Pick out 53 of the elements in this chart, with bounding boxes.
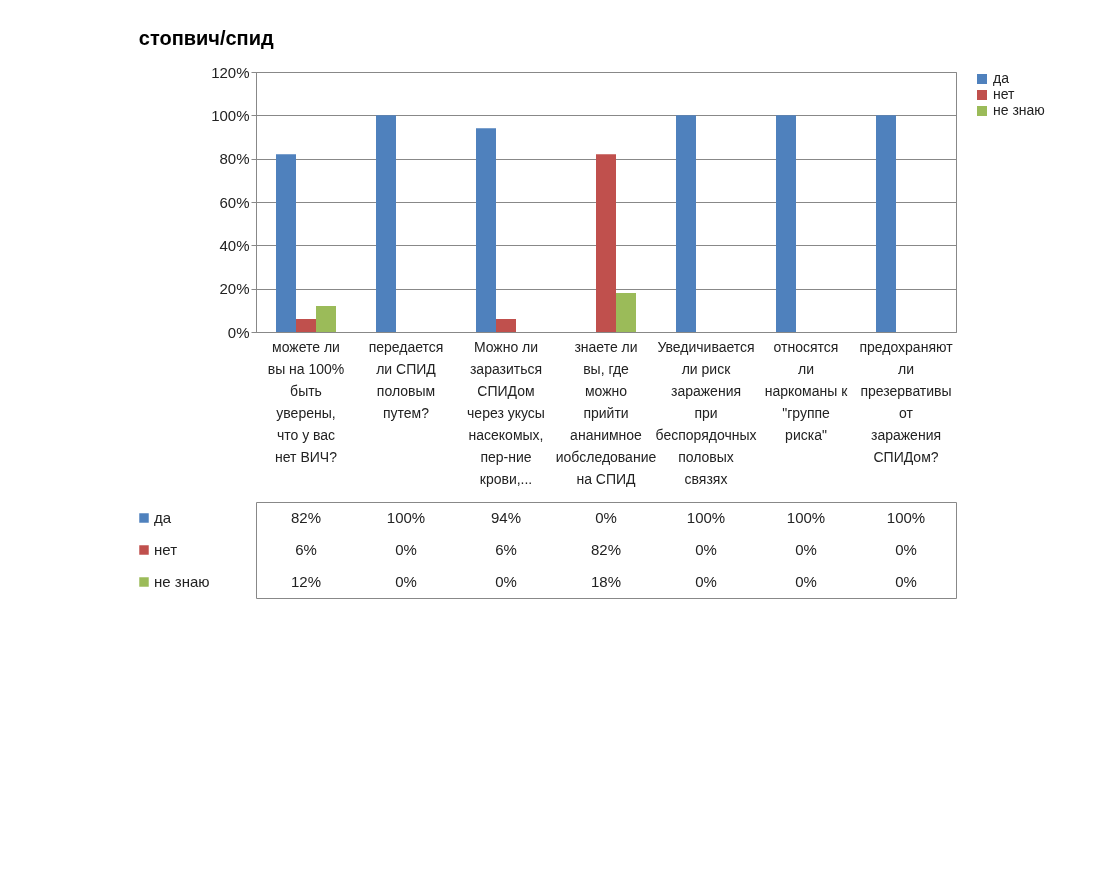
y-tick-label: 120% [211,63,250,81]
x-tick-label: Уведичивается ли риск заражения при беспорядочных половых связях [655,338,757,487]
data-label: 6% [295,541,317,558]
x-tick-label: относятся ли наркоманы к "группе риска" [764,338,849,443]
data-label: 82% [290,509,322,526]
data-label: 100% [686,509,726,526]
bar [476,128,496,332]
x-tick-label: Можно ли заразиться СПИДом через укусы насекомых, пер-ние крови,... [467,338,545,487]
y-tick-label: 20% [219,280,250,298]
y-tick-label: 0% [227,323,250,341]
data-label: 82% [590,541,622,558]
legend-label: да [993,70,1010,86]
x-tick-label: предохраняют ли презервативы от заражения СПИДом? [859,338,954,465]
y-tick-label: 100% [211,106,250,124]
data-label: 0% [895,573,917,590]
data-label: 0% [695,573,717,590]
text: нет [993,86,1015,102]
bar [616,293,636,332]
y-tick-label: 60% [219,193,250,211]
chart-title: стопвич/спид [138,26,274,49]
bar [276,154,296,332]
data-label: 0% [595,509,617,526]
data-label: 100% [386,509,426,526]
data-label: 100% [786,509,826,526]
bar [876,115,896,332]
data-label: 94% [490,509,522,526]
data-label: 18% [590,573,622,590]
bar [496,319,516,332]
data-label: 12% [290,573,322,590]
data-label: 0% [795,541,817,558]
y-tick-label: 80% [219,150,250,168]
bar [296,319,316,332]
bar [316,306,336,332]
data-label: 0% [395,573,417,590]
bar [776,115,796,332]
text: не знаю [993,102,1045,118]
y-tick-label: 40% [219,236,250,254]
data-label: 0% [895,541,917,558]
text: да [154,509,172,526]
data-label: 100% [886,509,926,526]
data-label: 0% [795,573,817,590]
legend-label: нет [154,541,178,558]
x-tick-label: передается ли СПИД половым путем? [368,338,444,421]
x-tick-label: знаете ли вы, где можно прийти ананимное иобследование на СПИД [555,338,657,487]
bar [376,115,396,332]
data-label: 6% [495,541,517,558]
bar [596,154,616,332]
data-label: 0% [495,573,517,590]
data-label: 0% [395,541,417,558]
bar [676,115,696,332]
x-tick-label: можете ли вы на 100% быть уверены, что у вас нет ВИЧ? [267,338,345,465]
legend-label: не знаю [154,573,210,590]
data-label: 0% [695,541,717,558]
